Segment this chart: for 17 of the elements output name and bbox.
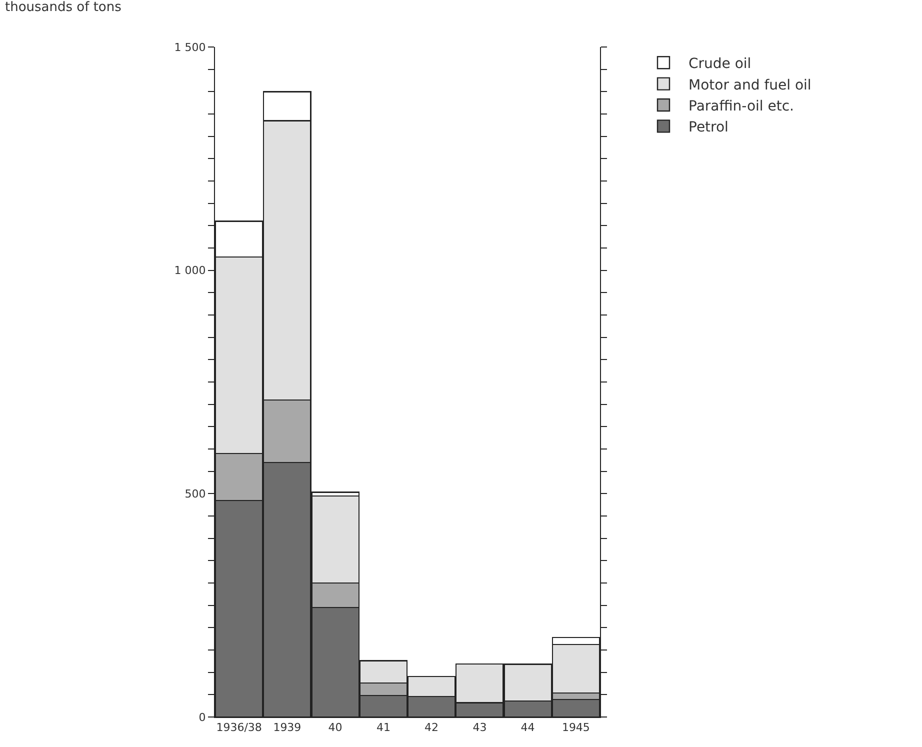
- x-tick-label: 1939: [273, 721, 302, 734]
- x-tick-label: 1936/38: [216, 721, 262, 734]
- x-tick-label: 1945: [562, 721, 590, 734]
- y-tick-label: 0: [198, 710, 206, 724]
- x-tick-label: 43: [472, 721, 487, 734]
- y-tick-label: 1 500: [174, 40, 206, 54]
- legend-label: Petrol: [688, 120, 728, 136]
- legend-label: Paraffin-oil etc.: [688, 98, 794, 114]
- x-tick-label: 40: [328, 721, 342, 734]
- legend-label: Motor and fuel oil: [688, 77, 812, 94]
- x-tick-label: 44: [520, 721, 535, 734]
- y-tick-label: 1 000: [174, 264, 206, 278]
- x-tick-label: 42: [424, 721, 439, 734]
- y-axis-title: thousands of tons: [5, 0, 122, 15]
- y-tick-label: 500: [184, 488, 206, 501]
- legend-label: Crude oil: [688, 56, 752, 72]
- x-tick-label: 41: [376, 721, 390, 734]
